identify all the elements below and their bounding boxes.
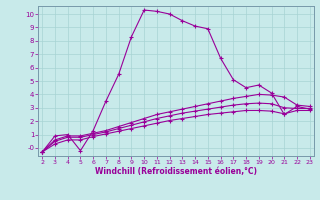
X-axis label: Windchill (Refroidissement éolien,°C): Windchill (Refroidissement éolien,°C) <box>95 167 257 176</box>
